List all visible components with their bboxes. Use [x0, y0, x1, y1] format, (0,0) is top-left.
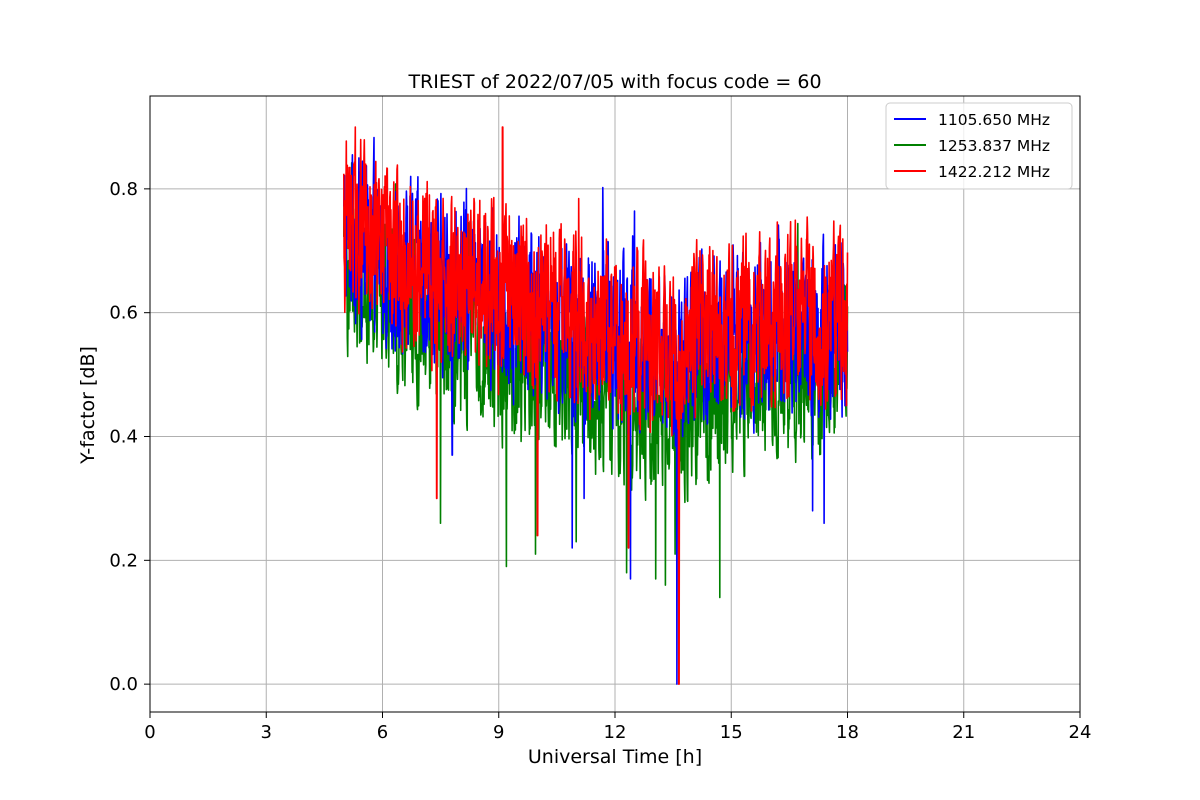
x-tick-label: 15	[720, 722, 743, 743]
y-tick-label: 0.8	[109, 179, 138, 200]
legend: 1105.650 MHz 1253.837 MHz 1422.212 MHz	[885, 102, 1073, 190]
x-tick-label: 9	[493, 722, 504, 743]
y-axis-label: Y-factor [dB]	[77, 346, 99, 465]
x-tick-label: 21	[952, 722, 975, 743]
y-tick-label: 0.6	[109, 303, 138, 324]
legend-entry-label: 1422.212 MHz	[938, 163, 1050, 181]
x-tick-label: 18	[836, 722, 859, 743]
legend-entry-label: 1253.837 MHz	[938, 137, 1050, 155]
x-axis-label: Universal Time [h]	[528, 746, 702, 768]
x-axis-ticks: 0 3 6 9 12 15 18 21 24	[144, 712, 1091, 743]
y-tick-label: 0.2	[109, 550, 138, 571]
x-tick-label: 24	[1069, 722, 1092, 743]
legend-box	[885, 102, 1073, 190]
legend-entry-label: 1105.650 MHz	[938, 111, 1050, 129]
y-tick-label: 0.0	[109, 674, 138, 695]
y-tick-label: 0.4	[109, 427, 138, 448]
chart-title: TRIEST of 2022/07/05 with focus code = 6…	[407, 71, 821, 93]
y-axis-ticks: 0.0 0.2 0.4 0.6 0.8	[109, 179, 150, 695]
x-tick-label: 3	[261, 722, 272, 743]
x-tick-label: 6	[377, 722, 388, 743]
series-line-2	[343, 126, 849, 685]
plot-area	[343, 126, 849, 685]
x-tick-label: 0	[144, 722, 155, 743]
x-tick-label: 12	[604, 722, 627, 743]
